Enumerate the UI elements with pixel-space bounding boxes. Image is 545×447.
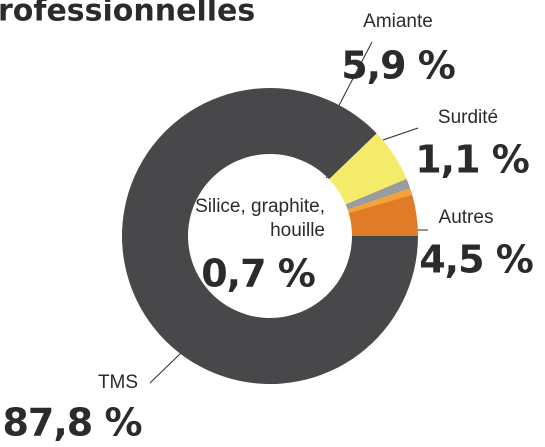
chart-title: rofessionnelles [0,0,255,29]
slice-label: TMS [98,372,138,393]
value-label: 0,7 % [201,252,315,296]
value-label: 5,9 % [341,44,455,88]
leader-line [149,351,183,384]
value-label: 1,1 % [415,138,529,182]
donut-slice [347,188,413,214]
value-label: 87,8 % [2,401,141,445]
slice-label-box: Silice, graphite, houille [195,196,325,241]
slice-label: Silice, graphite, houille [195,196,325,241]
value-label: 4,5 % [419,238,533,282]
donut-slice [348,194,418,236]
donut [122,87,419,384]
donut-slice [345,178,411,210]
leader-line [382,127,419,141]
donut-slice [329,133,407,205]
slice-label: Autres [439,207,494,228]
donut-slice [122,87,419,384]
slice-label: Amiante [363,11,433,32]
leader-line [333,41,373,116]
slice-label: Surdité [438,107,498,128]
